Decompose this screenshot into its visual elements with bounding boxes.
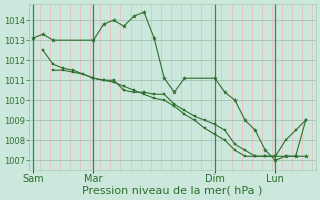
X-axis label: Pression niveau de la mer( hPa ): Pression niveau de la mer( hPa ) — [83, 186, 263, 196]
